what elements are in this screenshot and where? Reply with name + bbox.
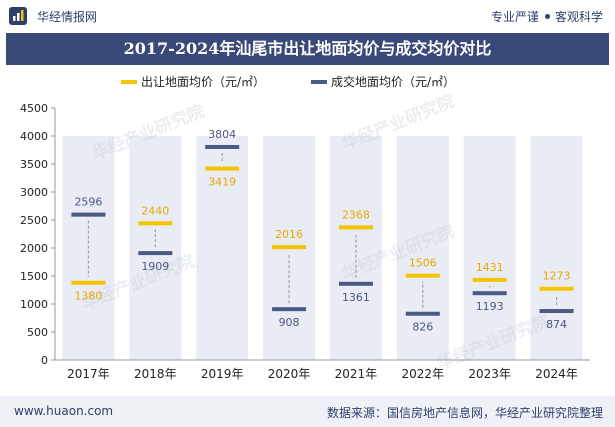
land-price-label: 1506 [409, 257, 437, 270]
x-tick-label: 2024年 [535, 367, 578, 381]
tagline-left: 专业严谨 [490, 10, 539, 24]
y-tick-label: 3500 [20, 158, 48, 171]
category-band [463, 136, 516, 360]
deal-price-marker [272, 307, 307, 312]
category-band [329, 136, 382, 360]
land-price-label: 3419 [208, 176, 236, 189]
deal-price-label: 1909 [141, 260, 169, 273]
deal-price-marker [71, 212, 106, 217]
deal-price-marker [338, 281, 373, 286]
land-price-marker [338, 225, 373, 230]
y-tick-label: 1500 [20, 270, 48, 283]
website-url[interactable]: www.huaon.com [14, 404, 114, 418]
y-tick-label: 3000 [20, 186, 48, 199]
legend-label-land-price: 出让地面均价（元/㎡） [141, 75, 265, 89]
deal-price-label: 826 [412, 321, 433, 334]
land-price-label: 1431 [476, 261, 504, 274]
deal-price-label: 874 [546, 318, 567, 331]
deal-price-marker [138, 251, 173, 256]
deal-price-marker [539, 309, 574, 314]
x-tick-label: 2018年 [134, 367, 177, 381]
deal-price-label: 1193 [476, 300, 504, 313]
legend-swatch-land-price [121, 80, 137, 84]
x-tick-label: 2023年 [468, 367, 511, 381]
land-price-label: 2440 [141, 204, 169, 217]
x-tick-label: 2020年 [268, 367, 311, 381]
top-bar: 华经情报网 专业严谨 客观科学 [0, 0, 615, 33]
land-price-label: 2368 [342, 208, 370, 221]
y-tick-label: 4500 [20, 102, 48, 115]
land-price-label: 1380 [74, 290, 102, 303]
land-price-marker [205, 166, 240, 171]
land-price-label: 2016 [275, 228, 303, 241]
y-tick-label: 2000 [20, 242, 48, 255]
footer-bar: www.huaon.com 数据来源：国信房地产信息网，华经产业研究院整理 [0, 396, 615, 427]
category-band [129, 136, 182, 360]
land-price-marker [472, 277, 507, 282]
x-tick-label: 2017年 [67, 367, 110, 381]
huajing-logo-icon [9, 7, 27, 25]
category-band [196, 136, 249, 360]
price-comparison-chart: 出让地面均价（元/㎡） 成交地面均价（元/㎡）华经产业研究院 华经产业研究院华经产业… [20, 74, 590, 381]
deal-price-marker [472, 291, 507, 296]
deal-price-label: 2596 [74, 196, 102, 209]
deal-price-label: 1361 [342, 291, 370, 304]
separator-dot [544, 14, 550, 19]
y-tick-label: 4000 [20, 130, 48, 143]
land-price-label: 1273 [543, 270, 571, 283]
y-tick-label: 2500 [20, 214, 48, 227]
chart-title: 2017-2024年汕尾市出让地面均价与成交均价对比 [6, 33, 609, 65]
x-tick-label: 2022年 [402, 367, 445, 381]
land-price-marker [539, 286, 574, 291]
tagline: 专业严谨 客观科学 [491, 8, 603, 25]
deal-price-marker [405, 311, 440, 316]
y-tick-label: 0 [41, 354, 48, 367]
x-tick-label: 2021年 [335, 367, 378, 381]
land-price-marker [272, 245, 307, 250]
legend-label-deal-price: 成交地面均价（元/㎡） [331, 74, 455, 89]
tagline-right: 客观科学 [554, 10, 603, 24]
y-tick-label: 1000 [20, 298, 48, 311]
deal-price-label: 908 [279, 316, 300, 329]
legend-swatch-deal-price [311, 80, 327, 84]
land-price-marker [71, 280, 106, 285]
deal-price-marker [205, 144, 240, 149]
data-source: 数据来源：国信房地产信息网，华经产业研究院整理 [326, 406, 603, 420]
category-band [396, 136, 449, 360]
brand-name: 华经情报网 [37, 10, 98, 24]
land-price-marker [138, 221, 173, 226]
deal-price-label: 3804 [208, 128, 236, 141]
category-band [530, 136, 583, 360]
x-tick-label: 2019年 [201, 367, 244, 381]
y-tick-label: 500 [27, 326, 48, 339]
land-price-marker [405, 273, 440, 278]
